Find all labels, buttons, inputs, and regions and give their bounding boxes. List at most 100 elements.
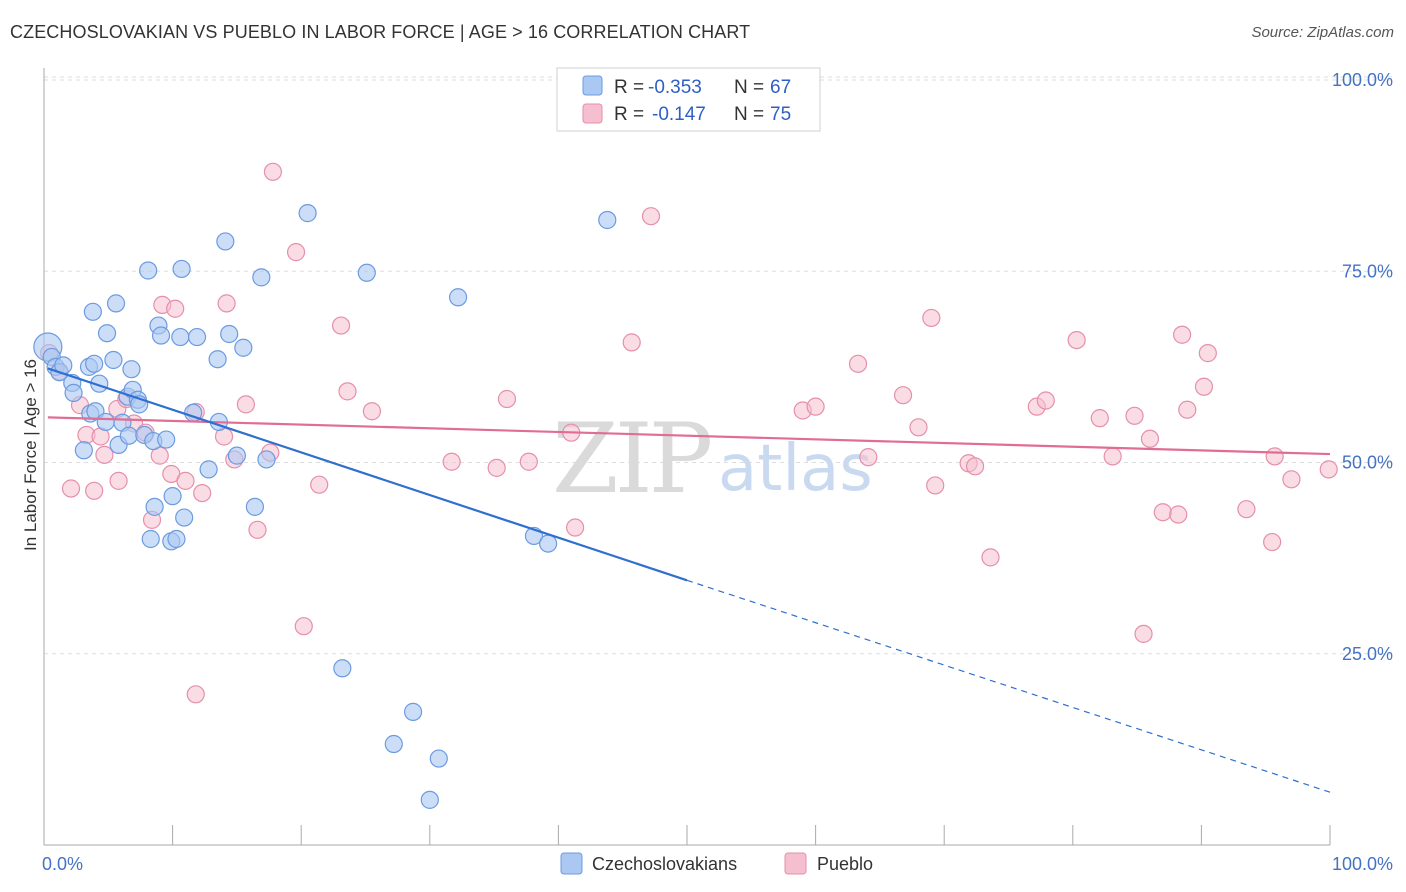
x-tick-labels: 0.0% 100.0% <box>42 854 1393 874</box>
y-tick-label: 50.0% <box>1342 453 1393 473</box>
pueblo-point <box>1103 447 1122 466</box>
czech-point <box>96 412 115 432</box>
axes <box>43 68 1331 846</box>
pueblo-point <box>362 402 382 421</box>
pueblo-point <box>922 308 941 328</box>
czech-point <box>139 261 158 280</box>
czech-point <box>106 294 126 313</box>
bottom-legend-swatch-czech <box>560 852 583 875</box>
pueblo-point <box>981 548 1000 567</box>
y-tick-labels: 25.0% 50.0% 75.0% 100.0% <box>1332 70 1393 664</box>
czech-point <box>429 749 448 768</box>
pueblo-point <box>109 471 128 490</box>
czech-point <box>64 383 83 402</box>
pueblo-point <box>1263 532 1282 552</box>
czech-point <box>141 529 160 549</box>
czech-point <box>157 430 176 449</box>
pueblo-point <box>1067 331 1086 350</box>
pueblo-point <box>331 316 351 335</box>
czech-point <box>172 259 191 279</box>
pueblo-point <box>965 457 985 476</box>
pueblo-point <box>1173 325 1192 344</box>
czech-point <box>199 460 218 479</box>
y-axis-title: In Labor Force | Age > 16 <box>21 359 40 551</box>
czech-point <box>227 446 246 465</box>
pueblo-point <box>1036 391 1055 410</box>
pueblo-point <box>338 382 357 401</box>
pueblo-point <box>926 476 945 495</box>
pueblo-point <box>217 294 236 313</box>
source-label: Source: ZipAtlas.com <box>1251 24 1394 41</box>
legend-n-label-czech: N = <box>734 77 764 98</box>
pueblo-point <box>1134 624 1153 643</box>
trend-lines <box>47 367 1331 793</box>
czech-point <box>403 702 423 721</box>
x-tick-label-min: 0.0% <box>42 854 83 874</box>
czech-point <box>85 354 104 373</box>
grid-lines <box>44 76 1392 655</box>
x-tick-label-max: 100.0% <box>1332 854 1393 874</box>
pueblo-point <box>566 518 585 537</box>
watermark: ZIP atlas <box>552 403 873 515</box>
pueblo-trend-line <box>47 416 1331 456</box>
czech-point <box>252 268 271 287</box>
pueblo-point <box>1282 470 1301 489</box>
pueblo-point <box>1178 400 1197 419</box>
pueblo-point <box>166 299 185 318</box>
czech-trend-line <box>47 367 688 582</box>
czech-point <box>448 288 468 307</box>
watermark-atlas: atlas <box>718 432 873 506</box>
pueblo-point <box>95 445 114 464</box>
czech-point <box>122 360 141 379</box>
legend-r-label-czech: R = <box>614 77 644 98</box>
legend-swatch-czech <box>582 75 603 96</box>
legend-box: R = -0.353 N = 67 R = -0.147 N = 75 <box>556 67 821 132</box>
pueblo-points <box>40 162 1338 704</box>
pueblo-point <box>497 389 517 409</box>
czech-point <box>187 327 207 347</box>
czech-point <box>74 441 93 460</box>
czech-point <box>97 324 117 343</box>
pueblo-point <box>263 162 283 181</box>
watermark-zip: ZIP <box>552 403 711 515</box>
pueblo-point <box>294 617 313 636</box>
legend-r-label-pueblo: R = <box>614 104 644 125</box>
pueblo-point <box>176 471 195 490</box>
czech-point <box>220 324 239 344</box>
czech-point <box>145 497 164 516</box>
pueblo-point <box>186 685 205 704</box>
pueblo-point <box>1265 447 1284 466</box>
chart-title: CZECHOSLOVAKIAN VS PUEBLO IN LABOR FORCE… <box>10 22 751 42</box>
pueblo-point <box>487 458 506 477</box>
czech-point <box>598 210 617 230</box>
y-tick-label: 100.0% <box>1332 70 1393 90</box>
legend-swatch-pueblo <box>582 103 603 124</box>
czech-point <box>104 350 123 370</box>
bottom-legend-pueblo: Pueblo <box>817 854 873 874</box>
czech-point <box>257 450 276 469</box>
legend-n-value-czech: 67 <box>770 77 791 98</box>
pueblo-point <box>61 479 81 498</box>
czech-point <box>171 327 190 347</box>
pueblo-point <box>442 452 461 471</box>
pueblo-point <box>1125 406 1144 425</box>
y-tick-label: 25.0% <box>1342 644 1393 664</box>
pueblo-point <box>310 475 329 494</box>
pueblo-point <box>248 520 267 539</box>
legend-r-value-czech: -0.353 <box>648 77 702 98</box>
pueblo-point <box>806 397 825 416</box>
pueblo-point <box>893 386 913 405</box>
czech-point <box>234 338 253 357</box>
pueblo-point <box>622 333 641 352</box>
pueblo-point <box>1319 460 1338 479</box>
czech-point <box>216 232 235 251</box>
y-tick-label: 75.0% <box>1342 261 1393 281</box>
czech-point <box>333 659 352 678</box>
bottom-legend-czech: Czechoslovakians <box>592 854 737 874</box>
czech-point <box>83 302 102 321</box>
czech-point <box>420 790 439 809</box>
czech-point <box>208 350 227 369</box>
czech-point <box>167 529 186 549</box>
czech-point <box>357 263 376 282</box>
czech-point <box>175 508 194 527</box>
